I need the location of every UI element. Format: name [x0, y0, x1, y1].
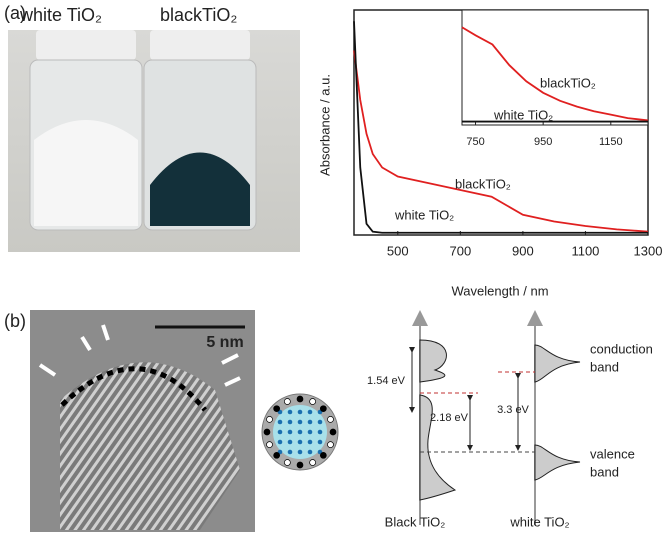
lattice-dot — [297, 449, 303, 455]
lattice-dot — [297, 409, 303, 415]
black-powder — [150, 152, 250, 226]
arrows — [38, 324, 241, 387]
band-label: band — [590, 359, 619, 374]
band-label: conduction — [590, 341, 653, 356]
cap — [36, 30, 136, 60]
gap-label: 3.3 eV — [497, 404, 529, 416]
lattice-dot — [277, 419, 283, 425]
y-axis-label: Absorbance / a.u. — [317, 74, 332, 176]
cap — [150, 30, 250, 60]
series-line — [461, 26, 649, 122]
vacancy — [266, 441, 273, 448]
lattice-dot — [287, 439, 293, 445]
band-diagram — [409, 310, 581, 525]
ti-site — [273, 405, 281, 413]
lattice-dot — [297, 439, 303, 445]
tem-image: 5 nm — [30, 310, 255, 532]
lattice-dot — [287, 419, 293, 425]
band-label: valence — [590, 446, 635, 461]
photo: white TiO₂ blackTiO₂ — [8, 5, 300, 252]
lattice-dot — [307, 449, 313, 455]
ti-site — [329, 428, 337, 436]
lattice-dot — [307, 419, 313, 425]
lattice-dot — [297, 419, 303, 425]
vacancy — [284, 459, 291, 466]
photo-label: blackTiO₂ — [160, 5, 237, 25]
ti-site — [263, 428, 271, 436]
x-tick-label: 950 — [534, 136, 552, 148]
vacancy — [327, 441, 334, 448]
plot-frame — [461, 9, 649, 126]
vacancy — [327, 416, 334, 423]
x-tick-label: 1150 — [599, 136, 623, 148]
photo-label: white TiO₂ — [19, 5, 102, 25]
boundary — [60, 366, 207, 412]
lattice-dot — [277, 439, 283, 445]
series-label: blackTiO₂ — [455, 176, 511, 191]
series-line — [353, 50, 649, 233]
lattice-dot — [277, 429, 283, 435]
gap-label: 2.18 eV — [430, 412, 469, 424]
lattice-dot — [287, 409, 293, 415]
particle — [261, 393, 339, 471]
ti-site — [319, 451, 327, 459]
lattice-dot — [317, 419, 323, 425]
x-tick-label: 700 — [449, 243, 471, 258]
vacancy — [309, 398, 316, 405]
panel-label: (a) — [4, 3, 26, 23]
x-tick-label: 1300 — [634, 243, 663, 258]
band-label: band — [590, 464, 619, 479]
material-label: white TiO₂ — [509, 514, 569, 529]
white-powder — [34, 120, 138, 226]
lattice-dot — [317, 429, 323, 435]
series-label: blackTiO₂ — [540, 75, 596, 90]
ti-site — [296, 395, 304, 403]
x-tick-label: 750 — [466, 136, 484, 148]
series-label: white TiO₂ — [493, 107, 553, 122]
vacancy — [284, 398, 291, 405]
ti-site — [319, 405, 327, 413]
panel-label: (b) — [4, 311, 26, 331]
vacancy — [309, 459, 316, 466]
x-tick-label: 500 — [387, 243, 409, 258]
x-tick-label: 900 — [512, 243, 534, 258]
lattice-dot — [287, 429, 293, 435]
x-tick-label: 1100 — [571, 243, 599, 258]
lattice-dot — [307, 409, 313, 415]
gap-label: 1.54 eV — [367, 375, 406, 387]
lattice-dot — [297, 429, 303, 435]
lattice-dot — [317, 439, 323, 445]
series-line — [353, 21, 648, 234]
x-axis-label: Wavelength / nm — [451, 283, 548, 298]
lattice — [60, 362, 240, 530]
series-label: white TiO₂ — [394, 207, 454, 222]
scale-label: 5 nm — [206, 334, 243, 351]
lattice-dot — [287, 449, 293, 455]
ti-site — [273, 451, 281, 459]
lattice-dot — [307, 429, 313, 435]
lattice-dot — [307, 439, 313, 445]
ti-site — [296, 461, 304, 469]
vacancy — [266, 416, 273, 423]
material-label: Black TiO₂ — [385, 514, 446, 529]
